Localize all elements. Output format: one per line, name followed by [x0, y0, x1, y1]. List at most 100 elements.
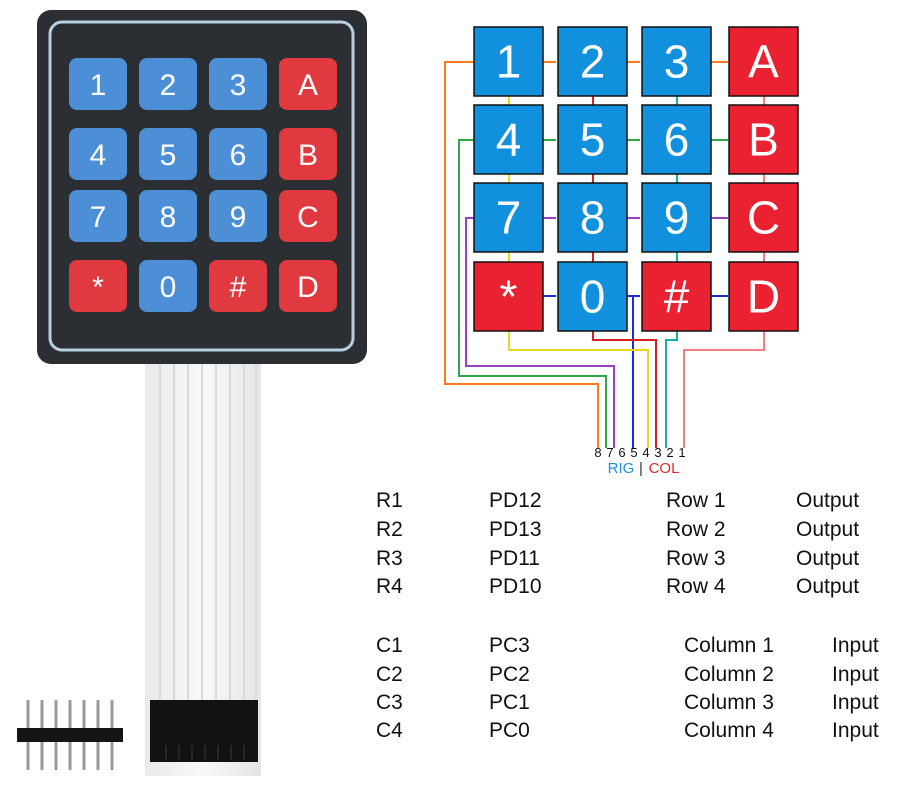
pin-number-5: 5 [630, 445, 637, 460]
photo-key-label: C [297, 201, 319, 234]
diagram-key-label: 6 [664, 114, 690, 166]
photo-key-label: 1 [90, 69, 107, 102]
row-r4-name: R4 [376, 575, 403, 598]
diagram-key-label: * [500, 271, 518, 323]
diagram-key-b: B [728, 104, 799, 175]
diagram-key-7: 7 [473, 182, 544, 253]
row-r3-pin: PD11 [489, 547, 540, 570]
row-r1-mode: Output [796, 489, 860, 512]
row-r2-desc: Row 2 [666, 518, 726, 541]
wire-trace [465, 217, 615, 448]
wire-trace [683, 330, 765, 448]
diagram-key-label: 0 [580, 271, 606, 323]
photo-key-label: # [230, 271, 247, 304]
col-c3-pin: PC1 [489, 691, 530, 714]
col-c4-mode: Input [832, 719, 879, 742]
photo-key-label: 9 [230, 201, 247, 234]
pin-number-7: 7 [606, 445, 613, 460]
photo-key-5: 5 [139, 128, 197, 180]
diagram-key-2: 2 [557, 26, 628, 97]
row-r1-name: R1 [376, 489, 403, 512]
diagram-key-label: 2 [580, 36, 606, 88]
ribbon-connector [150, 700, 258, 762]
row-r4-desc: Row 4 [666, 575, 726, 598]
diagram-key-4: 4 [473, 104, 544, 175]
diagram-key-d: D [728, 261, 799, 332]
wire-trace [665, 330, 678, 448]
photo-key-6: 6 [209, 128, 267, 180]
diagram-key-3: 3 [641, 26, 712, 97]
row-r2-mode: Output [796, 518, 860, 541]
diagram-key-label: C [747, 192, 780, 244]
photo-key-hash: # [209, 260, 267, 312]
diagram-key-label: B [748, 114, 779, 166]
col-label: COL [649, 460, 680, 477]
photo-key-label: 4 [90, 139, 107, 172]
row-r3-mode: Output [796, 547, 860, 570]
diagram-key-label: D [747, 271, 780, 323]
pin-number-1: 1 [678, 445, 685, 460]
row-r2-name: R2 [376, 518, 403, 541]
photo-key-label: 5 [160, 139, 177, 172]
photo-key-9: 9 [209, 190, 267, 242]
rig-col-separator: | [639, 460, 643, 477]
photo-key-8: 8 [139, 190, 197, 242]
diagram-key-hash: # [641, 261, 712, 332]
col-c2-mode: Input [832, 663, 879, 686]
row-r2-pin: PD13 [489, 518, 542, 541]
photo-key-1: 1 [69, 58, 127, 110]
row-r1-desc: Row 1 [666, 489, 726, 512]
pin-number-4: 4 [642, 445, 649, 460]
wire-trace [458, 139, 607, 448]
photo-key-7: 7 [69, 190, 127, 242]
wire-trace [508, 330, 649, 448]
pin-number-8: 8 [594, 445, 601, 460]
photo-key-label: 6 [230, 139, 247, 172]
diagram-key-label: 1 [496, 36, 522, 88]
col-c1-desc: Column 1 [684, 634, 774, 657]
photo-key-label: 7 [90, 201, 107, 234]
photo-key-label: * [92, 271, 104, 304]
diagram-key-label: 9 [664, 192, 690, 244]
col-c4-desc: Column 4 [684, 719, 774, 742]
pin-number-2: 2 [666, 445, 673, 460]
diagram-key-label: 4 [496, 114, 522, 166]
col-c4-pin: PC0 [489, 719, 530, 742]
connector-slots [165, 745, 245, 760]
col-c2-name: C2 [376, 663, 403, 686]
diagram-key-1: 1 [473, 26, 544, 97]
ribbon-traces [159, 362, 257, 705]
wire-trace [592, 330, 657, 448]
rig-label: RIG [608, 460, 635, 477]
pin-number-6: 6 [618, 445, 625, 460]
col-c1-name: C1 [376, 634, 403, 657]
row-r3-desc: Row 3 [666, 547, 726, 570]
diagram-key-c: C [728, 182, 799, 253]
photo-key-label: 0 [160, 271, 177, 304]
diagram-key-star: * [473, 261, 544, 332]
wire-trace [444, 61, 599, 448]
col-c4-name: C4 [376, 719, 403, 742]
diagram-key-8: 8 [557, 182, 628, 253]
pin-number-3: 3 [654, 445, 661, 460]
col-c1-pin: PC3 [489, 634, 530, 657]
col-c2-pin: PC2 [489, 663, 530, 686]
diagram-key-9: 9 [641, 182, 712, 253]
row-r3-name: R3 [376, 547, 403, 570]
keypad-photo: 1 2 3 A 4 5 6 B 7 8 9 C * 0 # D [37, 10, 367, 776]
col-c3-desc: Column 3 [684, 691, 774, 714]
diagram-key-0: 0 [557, 261, 628, 332]
row-r4-mode: Output [796, 575, 860, 598]
diagram-key-grid: 1 2 3 A 4 5 6 B 7 8 9 C * 0 # D [473, 26, 799, 332]
col-c2-desc: Column 2 [684, 663, 774, 686]
diagram-key-label: A [748, 36, 779, 88]
photo-key-0: 0 [139, 260, 197, 312]
photo-key-2: 2 [139, 58, 197, 110]
photo-key-4: 4 [69, 128, 127, 180]
photo-key-label: A [298, 69, 318, 102]
photo-key-label: D [297, 271, 319, 304]
col-c3-mode: Input [832, 691, 879, 714]
photo-key-label: 2 [160, 69, 177, 102]
